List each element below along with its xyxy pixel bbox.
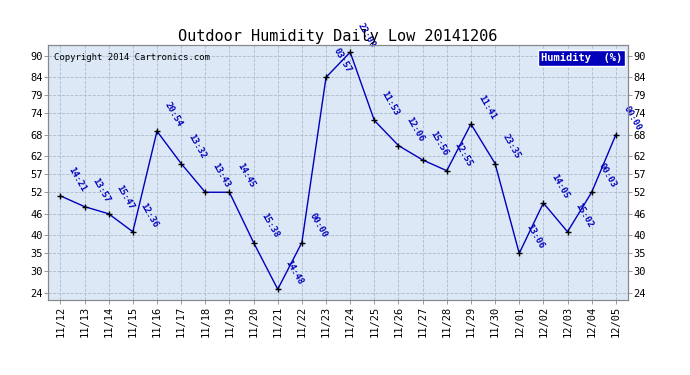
- Text: 15:38: 15:38: [259, 212, 280, 240]
- Text: 15:56: 15:56: [428, 129, 449, 157]
- Text: 12:55: 12:55: [453, 140, 473, 168]
- Text: 11:53: 11:53: [380, 90, 401, 118]
- Text: 11:41: 11:41: [477, 93, 497, 121]
- Text: 13:32: 13:32: [187, 133, 208, 161]
- Text: 03:57: 03:57: [332, 47, 353, 75]
- Text: 13:43: 13:43: [211, 162, 232, 189]
- Text: 23:09: 23:09: [356, 22, 377, 50]
- Text: 13:57: 13:57: [90, 176, 111, 204]
- Text: 14:45: 14:45: [235, 162, 256, 189]
- Text: 14:05: 14:05: [549, 172, 570, 200]
- Text: 15:47: 15:47: [115, 183, 135, 211]
- Text: 23:35: 23:35: [501, 133, 522, 161]
- Title: Outdoor Humidity Daily Low 20141206: Outdoor Humidity Daily Low 20141206: [179, 29, 497, 44]
- Text: 00:00: 00:00: [622, 104, 642, 132]
- Text: 13:06: 13:06: [525, 223, 546, 251]
- Text: 14:21: 14:21: [66, 165, 87, 193]
- Text: 15:02: 15:02: [573, 201, 594, 229]
- Text: 12:06: 12:06: [404, 115, 425, 143]
- Text: 00:00: 00:00: [308, 212, 328, 240]
- Text: 00:03: 00:03: [598, 162, 618, 189]
- Text: Copyright 2014 Cartronics.com: Copyright 2014 Cartronics.com: [54, 53, 210, 62]
- Text: 12:36: 12:36: [139, 201, 159, 229]
- Text: 14:48: 14:48: [284, 259, 304, 286]
- Text: 20:54: 20:54: [163, 100, 184, 128]
- Text: Humidity  (%): Humidity (%): [541, 53, 622, 63]
